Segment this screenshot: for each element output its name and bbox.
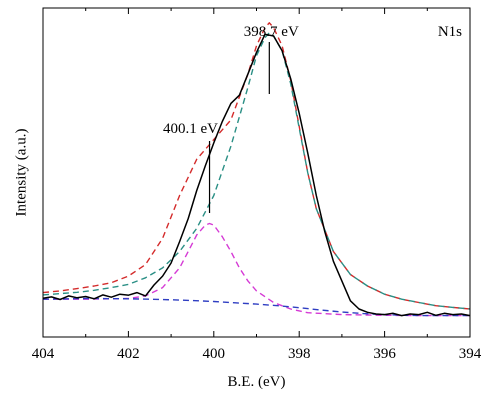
x-tick-label: 394 xyxy=(459,346,482,362)
series-line-4 xyxy=(42,297,470,317)
x-tick-label: 404 xyxy=(32,346,55,362)
x-axis-title: B.E. (eV) xyxy=(228,374,286,390)
annotation-label: 400.1 eV xyxy=(163,121,218,137)
curves-layer xyxy=(42,22,471,317)
x-tick-label: 396 xyxy=(373,346,396,362)
x-tick-label: 402 xyxy=(117,346,140,362)
y-axis-title: Intensity (a.u.) xyxy=(13,129,29,217)
series-line-3 xyxy=(43,222,470,317)
series-line-0 xyxy=(42,33,471,317)
panel-label: N1s xyxy=(438,24,462,40)
x-ticks: 404 402 400 398 396 394 xyxy=(32,8,482,362)
series-line-2 xyxy=(42,32,471,310)
annotations: 398.7 eV 400.1 eV xyxy=(163,24,299,213)
series-line-1 xyxy=(42,22,471,310)
annotation-label: 398.7 eV xyxy=(244,24,299,40)
x-tick-label: 398 xyxy=(288,346,311,362)
x-tick-label: 400 xyxy=(203,346,226,362)
